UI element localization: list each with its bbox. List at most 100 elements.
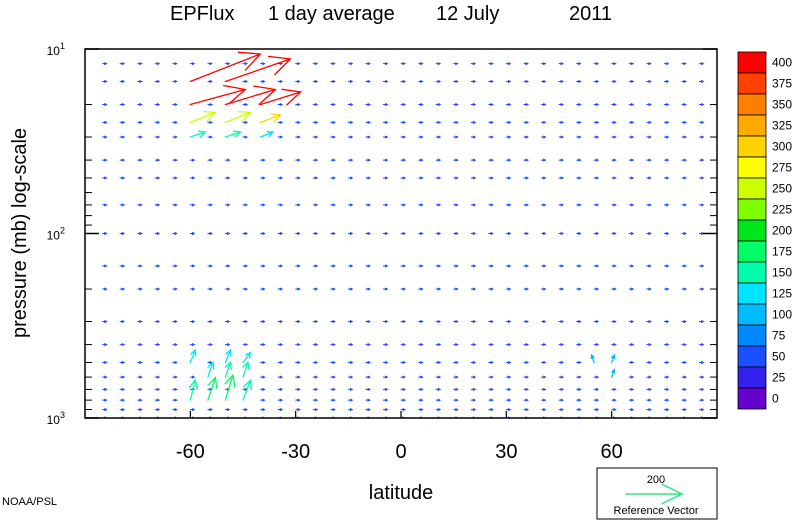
flux-vector <box>505 320 512 323</box>
flux-vector <box>418 203 424 207</box>
flux-vector <box>365 232 372 235</box>
flux-vector <box>207 343 214 346</box>
flux-vector <box>505 158 512 162</box>
flux-vector <box>400 361 407 364</box>
flux-vector <box>312 375 319 379</box>
flux-vector <box>154 203 161 207</box>
flux-vector <box>189 62 196 66</box>
flux-vector <box>523 320 530 323</box>
flux-vector <box>277 176 284 180</box>
reference-arrow <box>625 483 684 505</box>
flux-vector <box>172 103 178 106</box>
flux-vector <box>593 80 600 83</box>
flux-vector <box>576 158 582 162</box>
flux-vector <box>242 343 249 346</box>
flux-vector <box>172 203 178 207</box>
flux-vector <box>418 361 424 364</box>
flux-vector <box>312 158 319 162</box>
chart-title: EPFlux 1 day average 12 July 2011 <box>170 3 612 25</box>
colorbar: 4003753503253002752502252001751501251007… <box>737 51 792 410</box>
flux-vector <box>470 320 477 323</box>
flux-vector <box>224 264 231 268</box>
flux-vector <box>593 203 600 207</box>
flux-vector <box>611 62 617 66</box>
flux-vector <box>540 320 547 323</box>
flux-vector <box>277 388 284 391</box>
flux-vector <box>330 80 336 83</box>
y-tick-label: 103 <box>47 410 65 427</box>
flux-vector <box>347 232 354 235</box>
flux-vector <box>382 135 389 139</box>
flux-vector <box>102 80 108 83</box>
flux-vector <box>330 398 336 402</box>
flux-vector <box>611 80 617 83</box>
flux-vector <box>593 264 600 268</box>
flux-vector <box>681 398 688 402</box>
flux-vector <box>312 232 319 235</box>
flux-vector <box>663 203 670 207</box>
flux-vector <box>382 375 389 379</box>
flux-vector <box>435 388 442 391</box>
flux-vector <box>558 203 565 207</box>
flux-vector <box>576 320 582 323</box>
flux-vector <box>628 176 635 180</box>
flux-vector <box>488 408 494 411</box>
y-tick-exponent: 2 <box>60 226 65 236</box>
flux-vector <box>172 135 178 139</box>
flux-vector <box>242 351 252 364</box>
colorbar-cell <box>737 240 767 263</box>
flux-vector <box>681 232 688 235</box>
flux-vector <box>628 158 635 162</box>
flux-vector <box>435 103 442 106</box>
flux-vector <box>698 375 705 379</box>
flux-vector <box>418 232 424 235</box>
flux-vector <box>365 398 372 402</box>
flux-vector <box>172 408 178 411</box>
vector-field <box>102 51 705 418</box>
flux-vector <box>154 62 161 66</box>
flux-vector <box>558 62 565 66</box>
flux-vector <box>488 232 494 235</box>
flux-vector <box>312 80 319 83</box>
y-tick-exponent: 3 <box>60 410 65 420</box>
flux-vector <box>102 103 108 106</box>
flux-vector <box>295 80 301 83</box>
flux-vector <box>576 135 582 139</box>
x-axis-label: latitude <box>369 482 434 504</box>
flux-vector <box>540 408 547 411</box>
flux-vector <box>102 158 108 162</box>
flux-vector <box>260 158 266 162</box>
reference-arrow-icon <box>625 483 684 505</box>
flux-vector <box>558 343 565 346</box>
flux-vector <box>540 264 547 268</box>
flux-vector <box>435 62 442 66</box>
flux-vector <box>540 62 547 66</box>
flux-vector <box>453 203 459 207</box>
colorbar-cell <box>737 219 767 242</box>
flux-vector <box>698 135 705 139</box>
flux-vector <box>277 232 284 235</box>
flux-vector <box>400 398 407 402</box>
flux-vector <box>400 375 407 379</box>
flux-vector <box>382 320 389 323</box>
flux-vector <box>189 84 247 106</box>
flux-vector <box>382 398 389 402</box>
flux-vector <box>646 176 652 180</box>
flux-vector <box>400 121 407 124</box>
flux-vector <box>576 388 582 391</box>
flux-vector <box>260 80 266 83</box>
flux-vector <box>418 343 424 346</box>
flux-vector <box>207 376 218 401</box>
colorbar-cell <box>737 366 767 389</box>
flux-vector <box>435 121 442 124</box>
flux-vector <box>207 158 214 162</box>
flux-vector <box>558 158 565 162</box>
flux-vector <box>259 88 303 106</box>
colorbar-label: 250 <box>772 182 792 196</box>
flux-vector <box>470 388 477 391</box>
flux-vector <box>611 368 616 378</box>
flux-vector <box>488 361 494 364</box>
flux-vector <box>523 62 530 66</box>
flux-vector <box>681 203 688 207</box>
